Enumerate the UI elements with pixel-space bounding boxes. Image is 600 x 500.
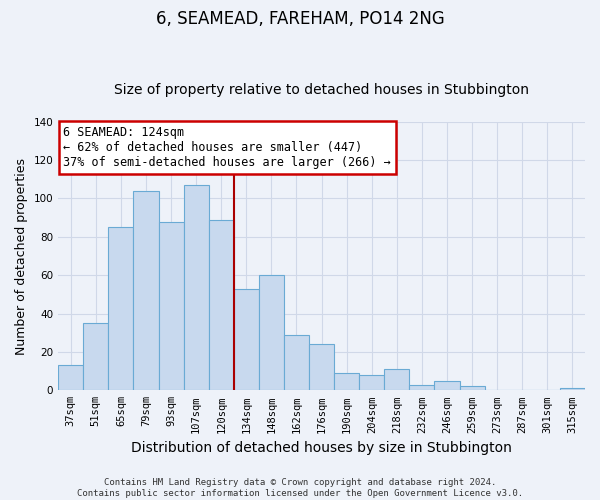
Bar bbox=[83, 323, 109, 390]
Bar bbox=[184, 185, 209, 390]
Bar bbox=[58, 366, 83, 390]
Bar bbox=[234, 288, 259, 390]
Bar bbox=[334, 373, 359, 390]
Bar bbox=[359, 375, 385, 390]
Bar bbox=[284, 334, 309, 390]
Title: Size of property relative to detached houses in Stubbington: Size of property relative to detached ho… bbox=[114, 83, 529, 97]
Bar bbox=[409, 384, 434, 390]
X-axis label: Distribution of detached houses by size in Stubbington: Distribution of detached houses by size … bbox=[131, 441, 512, 455]
Bar bbox=[460, 386, 485, 390]
Bar bbox=[259, 275, 284, 390]
Bar bbox=[434, 380, 460, 390]
Bar bbox=[385, 369, 409, 390]
Text: Contains HM Land Registry data © Crown copyright and database right 2024.
Contai: Contains HM Land Registry data © Crown c… bbox=[77, 478, 523, 498]
Bar bbox=[158, 222, 184, 390]
Bar bbox=[560, 388, 585, 390]
Bar bbox=[109, 228, 133, 390]
Text: 6 SEAMEAD: 124sqm
← 62% of detached houses are smaller (447)
37% of semi-detache: 6 SEAMEAD: 124sqm ← 62% of detached hous… bbox=[64, 126, 391, 169]
Bar bbox=[309, 344, 334, 391]
Text: 6, SEAMEAD, FAREHAM, PO14 2NG: 6, SEAMEAD, FAREHAM, PO14 2NG bbox=[155, 10, 445, 28]
Bar bbox=[133, 191, 158, 390]
Bar bbox=[209, 220, 234, 390]
Y-axis label: Number of detached properties: Number of detached properties bbox=[15, 158, 28, 354]
